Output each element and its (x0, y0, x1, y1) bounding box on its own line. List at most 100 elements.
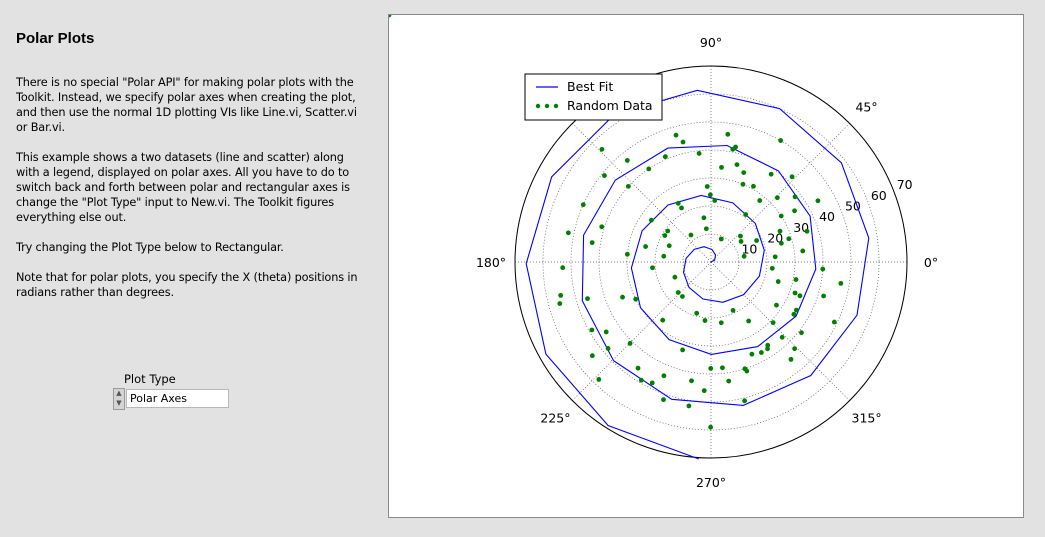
random-data-point (605, 346, 611, 351)
random-data-point (602, 173, 607, 178)
random-data-point (560, 265, 566, 271)
random-data-point (741, 170, 747, 175)
random-data-point (701, 215, 707, 221)
random-data-point (786, 236, 792, 242)
random-data-point (589, 327, 595, 333)
random-data-point (688, 232, 694, 238)
angle-tick-label: 270° (696, 475, 726, 490)
page-title: Polar Plots (16, 30, 95, 47)
random-data-point (815, 198, 821, 204)
radial-tick-label: 60 (871, 188, 887, 203)
random-data-point (733, 144, 739, 150)
random-data-point (702, 318, 708, 323)
random-data-point (742, 366, 748, 372)
radial-tick-label: 40 (819, 209, 835, 224)
increment-arrow-icon[interactable]: ▲ (116, 389, 122, 397)
description-paragraph: Try changing the Plot Type below to Rect… (16, 241, 284, 254)
random-data-point (565, 230, 571, 236)
random-data-point (646, 166, 652, 172)
random-data-point (650, 265, 655, 271)
random-data-point (580, 202, 586, 208)
random-data-point (603, 329, 609, 335)
random-data-point (746, 318, 752, 324)
random-data-point (768, 171, 774, 177)
random-data-point (772, 254, 778, 260)
random-data-point (708, 365, 714, 371)
random-data-point (718, 236, 724, 242)
random-data-point (662, 233, 668, 238)
polar-plot: 0°45°90°135°180°225°270°315°102030405060… (389, 15, 938, 490)
random-data-point (626, 183, 631, 189)
random-data-point (777, 228, 783, 234)
random-data-point (620, 294, 625, 300)
random-data-point (749, 351, 755, 357)
random-data-point (792, 346, 798, 352)
random-data-point (661, 373, 667, 379)
random-data-point (624, 251, 630, 257)
random-data-point (734, 162, 740, 168)
random-data-point (751, 183, 756, 189)
random-data-point (804, 228, 810, 234)
polar-axis-circle (514, 65, 908, 459)
random-data-point (754, 238, 759, 243)
random-data-point (673, 132, 679, 138)
angle-tick-label: 45° (855, 99, 877, 114)
angular-grid-line (710, 261, 850, 401)
radial-tick-label: 50 (845, 199, 861, 214)
random-data-point (558, 292, 564, 298)
best-fit-line (525, 89, 870, 460)
random-data-point (792, 194, 798, 200)
random-data-point (680, 139, 686, 145)
random-data-point (660, 317, 666, 323)
random-data-point (792, 208, 797, 214)
random-data-point (765, 346, 770, 352)
random-data-point (778, 138, 784, 143)
random-data-point (820, 266, 826, 272)
random-data-point (624, 158, 630, 163)
random-data-point (589, 353, 595, 359)
random-data-point (557, 301, 563, 306)
random-data-point (638, 377, 644, 383)
description-paragraph: This example shows a two datasets (line … (16, 151, 350, 224)
radial-tick-label: 20 (767, 231, 783, 246)
random-data-point (649, 380, 655, 386)
decrement-arrow-icon[interactable]: ▼ (116, 399, 122, 407)
random-data-point (665, 228, 671, 234)
plot-type-value[interactable]: Polar Axes (126, 389, 229, 408)
random-data-point (791, 311, 797, 317)
random-data-point (707, 192, 713, 198)
random-data-point (389, 15, 392, 18)
plot-type-ring[interactable]: ▲ ▼ Polar Axes (113, 387, 231, 411)
random-data-point (778, 240, 784, 246)
random-data-point (627, 341, 633, 346)
random-data-point (701, 388, 707, 394)
random-data-point (758, 350, 764, 355)
random-data-point (741, 253, 747, 259)
random-data-point (725, 131, 731, 137)
angle-tick-label: 0° (924, 255, 938, 270)
random-data-point (599, 224, 605, 230)
legend-scatter-marker (535, 103, 541, 109)
random-data-point (821, 293, 826, 299)
random-data-point (648, 217, 654, 223)
random-data-point (726, 378, 732, 384)
random-data-point (738, 239, 744, 244)
random-data-point (774, 195, 780, 201)
random-data-point (769, 265, 775, 271)
legend-scatter-marker (553, 103, 559, 109)
random-data-point (635, 365, 641, 371)
random-data-point (788, 356, 794, 362)
description-paragraph: There is no special "Polar API" for maki… (16, 76, 357, 134)
radial-tick-label: 10 (741, 241, 757, 256)
angle-tick-label: 90° (700, 35, 722, 50)
random-data-point (672, 274, 678, 280)
random-data-point (596, 377, 602, 382)
random-data-point (719, 164, 724, 170)
random-data-point (720, 365, 725, 371)
plot-type-stepper[interactable]: ▲ ▼ (113, 388, 125, 410)
random-data-point (775, 279, 781, 284)
random-data-point (765, 342, 771, 348)
random-data-point (712, 198, 718, 203)
random-data-point (696, 151, 702, 156)
random-data-point (686, 403, 692, 409)
